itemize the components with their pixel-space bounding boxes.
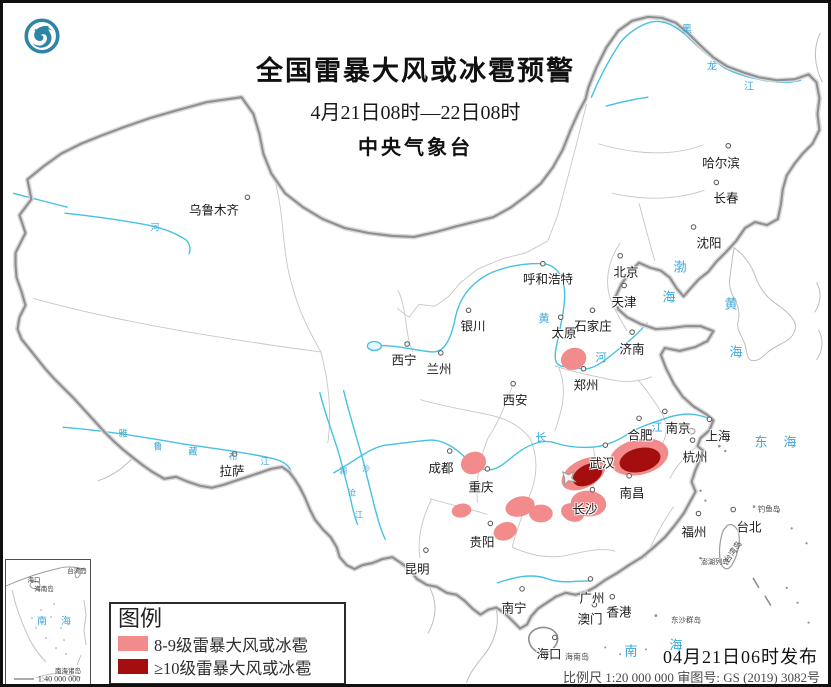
foreign-outlines [97, 32, 823, 684]
city-dot [695, 510, 702, 517]
city-dots [231, 142, 736, 641]
legend-item-label: ≥10级雷暴大风或冰雹 [154, 658, 312, 678]
city-dot [591, 601, 598, 608]
legend-item-moderate: 8-9级雷暴大风或冰雹 [118, 632, 338, 655]
city-dot [519, 586, 525, 592]
inset-label: 南 [37, 616, 47, 628]
south-china-sea-inset: 台湾岛海口海南岛南 海南海诸岛 1:40 000 000 [5, 559, 91, 684]
city-dot [404, 341, 410, 347]
city-dot [629, 329, 635, 335]
city-dot [636, 415, 642, 422]
inset-label: 海南岛 [34, 586, 54, 593]
islands [527, 444, 810, 656]
inset-label: 海 [61, 616, 71, 628]
city-dot [540, 260, 546, 267]
warning-moderate-area [505, 496, 535, 517]
city-dot [589, 307, 596, 314]
inset-map-canvas [5, 566, 87, 680]
warning-moderate-area [561, 503, 585, 522]
warning-moderate-area [460, 451, 487, 475]
legend-item-label: 8-9级雷暴大风或冰雹 [154, 635, 308, 655]
warning-moderate-area [560, 347, 587, 371]
city-dot [626, 473, 632, 479]
province-borders [33, 104, 705, 559]
city-dot [484, 466, 491, 472]
moderate-warning-swatch [118, 636, 148, 651]
city-dot [617, 252, 623, 259]
city-dot [487, 520, 494, 527]
city-dot [231, 451, 238, 457]
city-dot [662, 408, 668, 415]
city-dot [580, 366, 587, 372]
legend-item-severe: ≥10级雷暴大风或冰雹 [118, 655, 338, 678]
map-scale: 比例尺 1:20 000 000 [563, 670, 674, 685]
inset-label: 1:40 000 000 [37, 674, 81, 684]
warning-moderate-area [451, 503, 472, 518]
city-dot [689, 437, 696, 443]
map-credits: 比例尺 1:20 000 000 审图号: GS (2019) 3082号 [563, 667, 820, 685]
city-dot [438, 350, 444, 356]
severe-warning-swatch [118, 659, 148, 674]
lakes [561, 427, 696, 486]
warning-severe-area [619, 447, 661, 473]
city-dot [602, 442, 609, 448]
city-dot [587, 576, 594, 582]
city-dot [609, 593, 616, 600]
city-dot [589, 486, 596, 493]
city-dot [557, 314, 564, 321]
warning-areas [451, 347, 669, 541]
city-dot [621, 282, 627, 289]
city-dot [725, 142, 732, 149]
rivers [12, 20, 802, 584]
city-dot [446, 448, 453, 454]
issue-time: 04月21日06时发布 [663, 647, 818, 667]
city-dot [465, 307, 472, 314]
city-dot [713, 179, 720, 186]
warning-severe-area [572, 463, 603, 487]
cma-logo-icon [24, 18, 60, 54]
legend-box: 图例 8-9级雷暴大风或冰雹 ≥10级雷暴大风或冰雹 [109, 602, 346, 684]
inset-label: 台湾岛 [67, 568, 87, 575]
warning-moderate-area [493, 522, 517, 541]
city-dot [690, 224, 697, 230]
inset-label: 海口 [27, 577, 41, 584]
warning-moderate-area [529, 504, 553, 523]
city-dot [423, 547, 429, 553]
city-dot [510, 380, 516, 387]
city-dot [244, 194, 251, 201]
city-dot [730, 506, 736, 513]
city-dot [551, 634, 558, 641]
inset-label: 南海诸岛 [55, 668, 81, 675]
legend-title: 图例 [118, 606, 163, 631]
city-dot [706, 416, 713, 423]
approval-number: 审图号: GS (2019) 3082号 [677, 670, 820, 685]
china-border [13, 14, 822, 631]
china-map-canvas [12, 14, 823, 684]
